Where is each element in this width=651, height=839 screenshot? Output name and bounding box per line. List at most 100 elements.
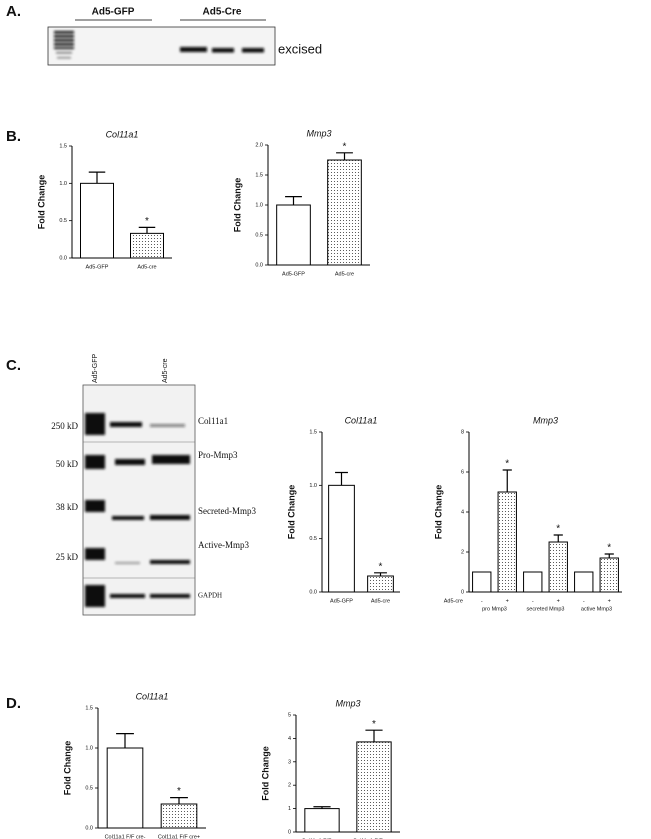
protein-label: GAPDH — [198, 592, 222, 600]
bar — [356, 741, 392, 833]
y-tick-label: 0.0 — [255, 262, 263, 268]
y-tick-label: 0.5 — [309, 536, 317, 542]
protein-label: Active-Mmp3 — [198, 540, 249, 550]
x-tick-label: + — [557, 598, 560, 604]
error-bar — [336, 152, 353, 160]
x-tick-label: Col11a1 F/F cre+ — [158, 834, 200, 839]
error-bar — [374, 572, 387, 576]
lane-label: Ad5-GFP — [92, 353, 99, 383]
y-tick-label: 0.0 — [309, 589, 317, 595]
panel-label: B. — [6, 128, 21, 145]
mw-label: 250 kD — [51, 421, 78, 431]
y-axis-label: Fold Change — [260, 746, 270, 801]
significance-marker: * — [145, 216, 149, 227]
x-tick-label: Ad5-GFP — [282, 271, 305, 277]
panel-label: A. — [6, 3, 21, 20]
error-bar — [313, 806, 331, 809]
y-tick-label: 1 — [288, 806, 291, 812]
panel-label: D. — [6, 695, 21, 712]
significance-marker: * — [343, 141, 347, 152]
x-tick-label: Ad5-GFP — [86, 264, 109, 270]
y-tick-label: 1.0 — [59, 181, 67, 187]
bar — [472, 571, 492, 593]
x-tick-label: + — [506, 598, 509, 604]
chart-title: Col11a1 — [106, 129, 139, 139]
y-tick-label: 8 — [461, 429, 464, 435]
y-tick-label: 4 — [288, 736, 291, 742]
y-tick-label: 1.0 — [85, 745, 93, 751]
significance-marker: * — [505, 459, 509, 470]
chart-title: Col11a1 — [136, 691, 169, 701]
bar — [160, 803, 198, 829]
bar — [367, 575, 394, 593]
y-tick-label: 1.0 — [255, 202, 263, 208]
y-tick-label: 0 — [461, 589, 464, 595]
chart-title: Mmp3 — [306, 128, 331, 138]
y-tick-label: 1.5 — [309, 429, 317, 435]
chart-title: Col11a1 — [345, 415, 378, 425]
y-tick-label: 0.5 — [59, 218, 67, 224]
significance-marker: * — [372, 719, 376, 730]
x-tick-label: - — [481, 598, 483, 604]
bar — [523, 571, 543, 593]
group-label: active Mmp3 — [581, 606, 612, 612]
error-bar — [116, 733, 134, 748]
y-tick-label: 4 — [461, 509, 464, 515]
group-label: pro Mmp3 — [482, 606, 507, 612]
error-bar — [285, 196, 302, 205]
error-bar — [365, 729, 383, 742]
x-row-label: Ad5-cre — [444, 598, 463, 604]
band-label: excised — [278, 41, 322, 56]
error-bar — [138, 226, 156, 234]
y-tick-label: 0 — [288, 829, 291, 835]
gel-group: Ad5-Cre — [203, 7, 242, 18]
mw-label: 25 kD — [56, 552, 79, 562]
y-axis-label: Fold Change — [232, 178, 242, 233]
error-bar — [88, 171, 106, 184]
x-tick-label: Col11a1 F/F cre- — [105, 834, 146, 839]
bar — [276, 204, 311, 266]
chart-title: Mmp3 — [533, 415, 558, 425]
error-bar — [502, 469, 512, 492]
group-label: secreted Mmp3 — [527, 606, 565, 612]
y-tick-label: 0.5 — [85, 785, 93, 791]
significance-marker: * — [379, 561, 383, 572]
bar — [328, 484, 355, 593]
significance-marker: * — [607, 543, 611, 554]
error-bar — [335, 471, 348, 486]
significance-marker: * — [177, 786, 181, 797]
y-axis-label: Fold Change — [286, 485, 296, 540]
bar — [106, 747, 144, 829]
y-tick-label: 2 — [288, 783, 291, 789]
y-tick-label: 1.5 — [85, 705, 93, 711]
x-tick-label: Ad5-cre — [335, 271, 354, 277]
western-blot: Ad5-GFP Ad5-cre 250 kD 50 kD 38 kD 25 kD… — [51, 353, 256, 616]
x-tick-label: Ad5-GFP — [330, 598, 353, 604]
bar — [599, 557, 619, 593]
gel: Ad5-GFP Ad5-Cre excised — [47, 7, 322, 66]
y-tick-label: 0.0 — [59, 255, 67, 261]
error-bar — [553, 534, 563, 542]
y-tick-label: 2.0 — [255, 142, 263, 148]
x-tick-label: Ad5-cre — [137, 264, 156, 270]
chart-title: Mmp3 — [335, 698, 360, 708]
y-tick-label: 1.0 — [309, 483, 317, 489]
y-tick-label: 1.5 — [59, 143, 67, 149]
x-tick-label: - — [532, 598, 534, 604]
mw-label: 50 kD — [56, 459, 79, 469]
y-axis-label: Fold Change — [62, 741, 72, 796]
bar — [80, 182, 114, 259]
bar — [130, 232, 164, 259]
x-tick-label: + — [608, 598, 611, 604]
y-tick-label: 1.5 — [255, 172, 263, 178]
lane-label: Ad5-cre — [162, 358, 169, 383]
y-tick-label: 3 — [288, 759, 291, 765]
mw-label: 38 kD — [56, 502, 79, 512]
x-tick-label: Ad5-cre — [371, 598, 390, 604]
protein-label: Pro-Mmp3 — [198, 450, 238, 460]
y-axis-label: Fold Change — [36, 175, 46, 230]
y-tick-label: 5 — [288, 712, 291, 718]
bar — [574, 571, 594, 593]
bar — [548, 541, 568, 593]
